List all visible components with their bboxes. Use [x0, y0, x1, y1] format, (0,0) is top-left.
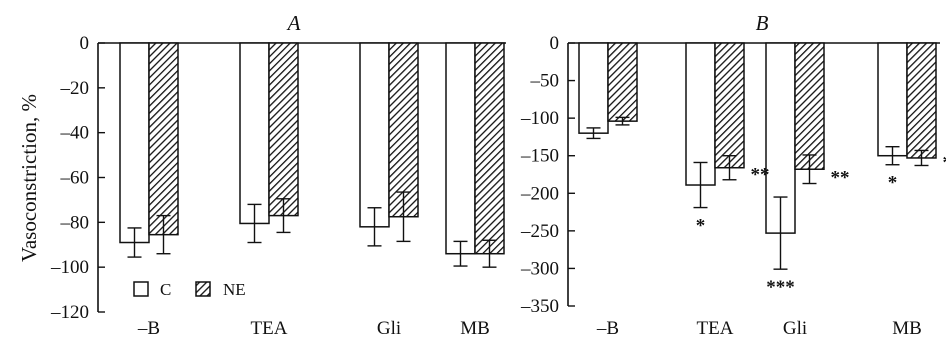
x-tick-label-b: Gli [783, 318, 807, 339]
bar-a-ne [388, 42, 419, 218]
bar-b-ne [714, 42, 745, 169]
bar-b-ne [607, 42, 638, 122]
panel-b: B 0 –50 –100 –150 –200 –250 –300 –350 –B TEA Gli MB *… [520, 11, 946, 339]
y-tick-label-a: –120 [50, 302, 89, 323]
y-tick-label-a: –100 [50, 257, 89, 278]
y-tick-label-b: –200 [520, 183, 559, 204]
legend-swatch-ne [195, 281, 211, 297]
bar-b-ne [794, 42, 825, 170]
y-tick-label-b: –50 [530, 71, 560, 92]
significance-mark-b: ** [831, 167, 850, 188]
x-tick-label-a: Gli [377, 318, 401, 339]
y-tick-label-b: –100 [520, 108, 559, 129]
significance-mark-b: * [696, 216, 706, 237]
bar-b-c [578, 42, 609, 134]
bar-a-c [119, 42, 150, 244]
bar-a-ne [268, 42, 299, 217]
y-tick-label-b: –350 [520, 296, 559, 317]
significance-mark-b: ** [751, 165, 770, 186]
panel-title-a: A [286, 11, 301, 35]
legend: C NE [133, 280, 246, 299]
x-tick-label-b: TEA [697, 318, 734, 339]
x-tick-label-b: –B [596, 318, 619, 339]
x-tick-label-b: MB [892, 318, 922, 339]
legend-swatch-c [133, 281, 149, 297]
y-tick-label-a: –80 [60, 212, 90, 233]
bar-a-c [445, 42, 476, 255]
bar-b-c [877, 42, 908, 157]
panel-title-b: B [756, 11, 769, 35]
y-tick-label-b: –150 [520, 146, 559, 167]
y-tick-label-a: –60 [60, 168, 90, 189]
y-tick-label-a: –20 [60, 78, 90, 99]
bar-a-c [239, 42, 270, 225]
y-tick-label-b: –250 [520, 221, 559, 242]
legend-label-c: C [160, 280, 171, 299]
y-tick-label-a: –40 [60, 123, 90, 144]
significance-mark-b: ** [943, 153, 946, 174]
bar-a-ne [474, 42, 505, 255]
bar-a-ne [148, 42, 179, 236]
y-tick-label-a: 0 [80, 33, 90, 54]
y-tick-label-b: 0 [550, 33, 560, 54]
y-axis-label: Vasoconstriction, % [17, 94, 41, 262]
significance-mark-b: *** [766, 277, 795, 298]
bar-b-ne [906, 42, 937, 159]
y-tick-label-b: –300 [520, 258, 559, 279]
x-tick-label-a: MB [460, 318, 490, 339]
x-tick-label-a: TEA [251, 318, 288, 339]
panel-a: A 0 –20 –40 –60 –80 –100 –120 –B TEA Gli MB [50, 11, 506, 339]
legend-label-ne: NE [223, 280, 246, 299]
bar-a-c [359, 42, 390, 228]
x-tick-label-a: –B [137, 318, 160, 339]
significance-mark-b: * [888, 173, 898, 194]
